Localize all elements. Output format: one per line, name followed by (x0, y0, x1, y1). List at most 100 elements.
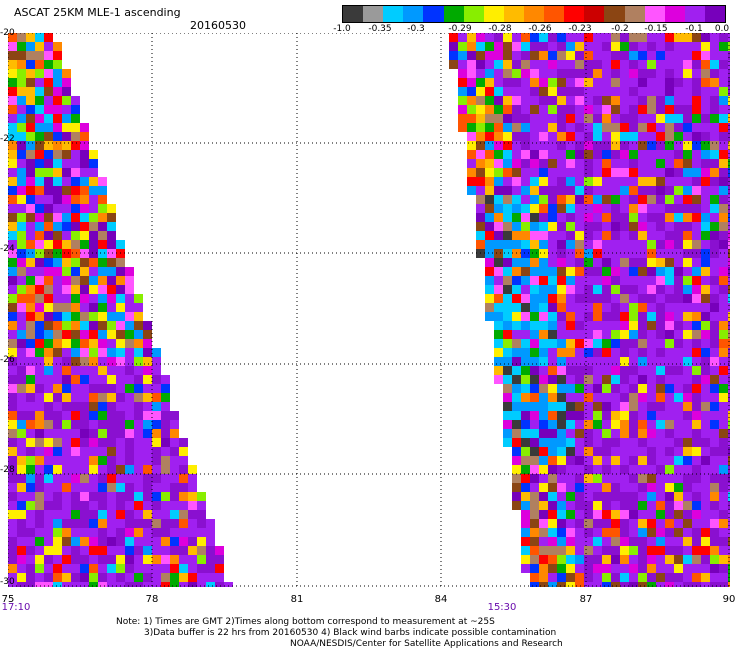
swath-cell (44, 231, 53, 240)
swath-cell (125, 582, 134, 587)
swath-cell (728, 132, 730, 141)
swath-cell (539, 96, 548, 105)
swath-cell (692, 429, 701, 438)
swath-cell (485, 303, 494, 312)
swath-cell (17, 213, 26, 222)
swath-cell (62, 222, 71, 231)
swath-cell (125, 285, 134, 294)
swath-cell (719, 150, 728, 159)
swath-cell (107, 321, 116, 330)
swath-cell (638, 384, 647, 393)
swath-cell (692, 177, 701, 186)
swath-cell (611, 402, 620, 411)
swath-cell (710, 429, 719, 438)
swath-cell (521, 69, 530, 78)
swath-cell (107, 285, 116, 294)
swath-cell (548, 204, 557, 213)
swath-cell (620, 78, 629, 87)
swath-cell (26, 582, 35, 587)
swath-cell (548, 51, 557, 60)
swath-cell (620, 33, 629, 42)
swath-cell (602, 33, 611, 42)
swath-cell (557, 204, 566, 213)
swath-cell (575, 123, 584, 132)
swath-cell (683, 69, 692, 78)
swath-cell (656, 582, 665, 587)
swath-cell (494, 141, 503, 150)
swath-cell (647, 330, 656, 339)
swath-cell (35, 123, 44, 132)
swath-cell (719, 420, 728, 429)
swath-cell (710, 87, 719, 96)
swath-cell (71, 285, 80, 294)
swath-cell (17, 582, 26, 587)
swath-cell (521, 438, 530, 447)
swath-cell (611, 294, 620, 303)
swath-cell (71, 312, 80, 321)
swath-cell (647, 456, 656, 465)
swath-cell (116, 402, 125, 411)
swath-cell (629, 168, 638, 177)
swath-cell (170, 519, 179, 528)
swath-cell (629, 258, 638, 267)
swath-cell (674, 438, 683, 447)
swath-cell (593, 501, 602, 510)
swath-cell (485, 195, 494, 204)
swath-cell (494, 159, 503, 168)
swath-cell (611, 393, 620, 402)
swath-cell (638, 69, 647, 78)
swath-cell (530, 276, 539, 285)
swath-cell (575, 33, 584, 42)
swath-cell (629, 483, 638, 492)
swath-cell (692, 42, 701, 51)
swath-cell (26, 240, 35, 249)
swath-cell (674, 528, 683, 537)
swath-cell (638, 339, 647, 348)
swath-cell (710, 447, 719, 456)
swath-cell (62, 312, 71, 321)
swath-cell (710, 357, 719, 366)
swath-cell (35, 456, 44, 465)
swath-cell (656, 483, 665, 492)
swath-cell (17, 312, 26, 321)
swath-cell (98, 447, 107, 456)
swath-cell (674, 339, 683, 348)
swath-cell (62, 231, 71, 240)
swath-cell (494, 348, 503, 357)
swath-cell (71, 294, 80, 303)
swath-cell (116, 582, 125, 587)
swath-cell (701, 375, 710, 384)
swath-cell (35, 384, 44, 393)
swath-cell (647, 141, 656, 150)
swath-time-label: 17:10 (1, 602, 31, 613)
swath-cell (638, 285, 647, 294)
swath-cell (710, 132, 719, 141)
swath-cell (602, 222, 611, 231)
swath-cell (674, 78, 683, 87)
swath-cell (26, 249, 35, 258)
swath-cell (701, 69, 710, 78)
swath-cell (53, 420, 62, 429)
swath-cell (35, 105, 44, 114)
swath-cell (566, 267, 575, 276)
swath-cell (26, 501, 35, 510)
swath-cell (521, 60, 530, 69)
swath-cell (602, 564, 611, 573)
swath-cell (467, 141, 476, 150)
swath-cell (476, 60, 485, 69)
swath-cell (485, 222, 494, 231)
swath-cell (674, 519, 683, 528)
swath-cell (683, 294, 692, 303)
swath-cell (584, 519, 593, 528)
swath-cell (62, 474, 71, 483)
swath-cell (503, 420, 512, 429)
swath-cell (638, 393, 647, 402)
swath-cell (710, 492, 719, 501)
swath-cell (602, 312, 611, 321)
swath-cell (575, 276, 584, 285)
swath-cell (98, 402, 107, 411)
swath-cell (512, 159, 521, 168)
swath-cell (26, 204, 35, 213)
swath-cell (89, 546, 98, 555)
swath-cell (161, 510, 170, 519)
